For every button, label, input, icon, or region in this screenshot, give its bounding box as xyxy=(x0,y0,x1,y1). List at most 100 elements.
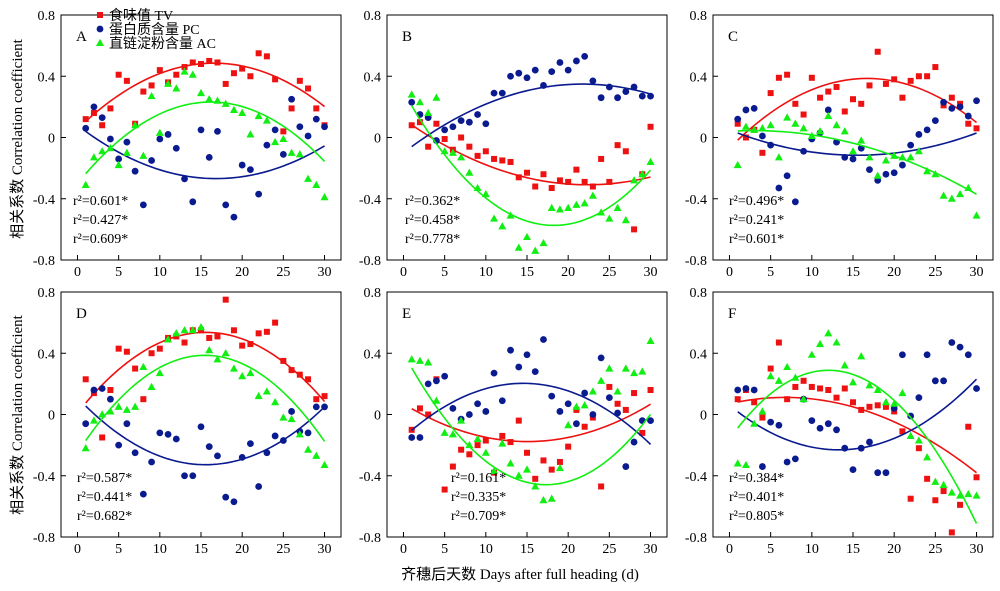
x-tick-label: 20 xyxy=(561,542,575,557)
data-point-circle xyxy=(247,166,254,174)
data-point-circle xyxy=(408,98,416,106)
data-point-circle xyxy=(973,385,980,392)
x-tick-label: 25 xyxy=(602,542,616,557)
data-point-triangle xyxy=(750,125,759,133)
data-point-circle xyxy=(907,141,915,149)
data-point-triangle xyxy=(465,168,474,176)
data-point-circle xyxy=(498,397,506,405)
r2-stat: r²=0.427* xyxy=(73,213,128,228)
data-point-square xyxy=(874,48,881,55)
data-point-circle xyxy=(614,409,621,417)
data-point-circle xyxy=(605,83,613,91)
data-point-triangle xyxy=(931,170,940,178)
data-point-circle xyxy=(597,94,605,102)
data-point-square xyxy=(499,432,506,439)
data-point-circle xyxy=(230,213,238,221)
fit-curve xyxy=(411,124,651,186)
data-point-circle xyxy=(189,472,197,480)
data-point-square xyxy=(107,387,114,393)
data-point-triangle xyxy=(295,150,304,158)
y-tick-label: -0.4 xyxy=(685,470,707,485)
data-point-triangle xyxy=(89,153,98,161)
data-point-circle xyxy=(441,126,449,134)
data-point-circle xyxy=(247,440,254,447)
data-point-triangle xyxy=(238,108,247,116)
fit-curve xyxy=(737,378,978,451)
data-point-circle xyxy=(956,103,964,111)
data-point-square xyxy=(556,177,563,184)
data-point-square xyxy=(189,59,196,66)
data-point-triangle xyxy=(180,326,189,334)
data-point-circle xyxy=(156,429,164,437)
data-point-triangle xyxy=(155,368,164,377)
data-point-square xyxy=(573,406,580,413)
data-point-triangle xyxy=(221,349,230,357)
data-point-square xyxy=(272,319,279,326)
legend-square-icon xyxy=(97,12,103,18)
data-point-circle xyxy=(940,98,947,106)
x-tick-label: 5 xyxy=(115,542,122,557)
data-point-square xyxy=(784,71,791,78)
y-tick-label: -0.8 xyxy=(33,254,55,269)
data-point-triangle xyxy=(295,430,304,438)
data-point-triangle xyxy=(254,111,263,120)
data-point-triangle xyxy=(448,430,457,438)
data-point-circle xyxy=(548,392,556,400)
data-point-circle xyxy=(647,417,654,425)
data-point-square xyxy=(614,400,621,407)
data-point-circle xyxy=(742,385,750,392)
data-point-circle xyxy=(638,92,646,100)
data-point-circle xyxy=(890,169,898,177)
data-point-square xyxy=(808,383,815,390)
data-point-square xyxy=(482,148,489,155)
data-point-circle xyxy=(940,377,947,385)
data-point-triangle xyxy=(758,124,767,132)
y-tick-label: 0.8 xyxy=(364,9,382,24)
data-point-circle xyxy=(973,97,980,105)
data-point-triangle xyxy=(572,402,581,410)
data-point-square xyxy=(598,483,605,490)
data-point-circle xyxy=(841,444,849,452)
data-point-circle xyxy=(556,408,564,415)
data-point-square xyxy=(841,385,848,392)
data-point-square xyxy=(515,417,522,424)
data-point-triangle xyxy=(547,494,556,502)
data-point-square xyxy=(792,383,799,390)
data-point-triangle xyxy=(923,166,932,175)
data-point-square xyxy=(932,64,939,71)
data-point-square xyxy=(507,159,514,165)
data-point-square xyxy=(132,365,139,372)
data-point-circle xyxy=(279,437,287,444)
data-point-triangle xyxy=(238,372,247,380)
data-point-square xyxy=(833,83,840,90)
data-point-square xyxy=(581,423,588,430)
data-point-circle xyxy=(915,394,923,402)
series-triangle xyxy=(733,329,981,524)
data-point-triangle xyxy=(514,243,523,251)
data-point-square xyxy=(940,488,947,495)
x-tick-label: 10 xyxy=(805,265,819,280)
data-point-circle xyxy=(824,420,832,428)
data-point-circle xyxy=(490,369,498,377)
data-point-square xyxy=(255,330,262,337)
data-point-triangle xyxy=(213,355,222,363)
data-point-triangle xyxy=(939,480,948,488)
data-point-circle xyxy=(767,418,775,426)
data-point-square xyxy=(296,371,303,378)
data-point-square xyxy=(507,439,514,446)
data-point-square xyxy=(247,73,254,80)
data-point-square xyxy=(156,67,163,74)
data-point-square xyxy=(647,387,654,393)
data-point-triangle xyxy=(188,326,197,334)
data-point-circle xyxy=(540,336,547,343)
data-point-circle xyxy=(931,377,939,385)
data-point-square xyxy=(841,108,848,115)
data-point-circle xyxy=(573,420,580,428)
data-point-square xyxy=(140,396,147,403)
data-point-circle xyxy=(164,431,172,438)
data-point-triangle xyxy=(229,364,238,372)
data-point-square xyxy=(198,327,204,334)
data-point-triangle xyxy=(890,399,899,407)
y-tick-label: 0.4 xyxy=(38,347,56,362)
data-point-circle xyxy=(107,135,114,143)
